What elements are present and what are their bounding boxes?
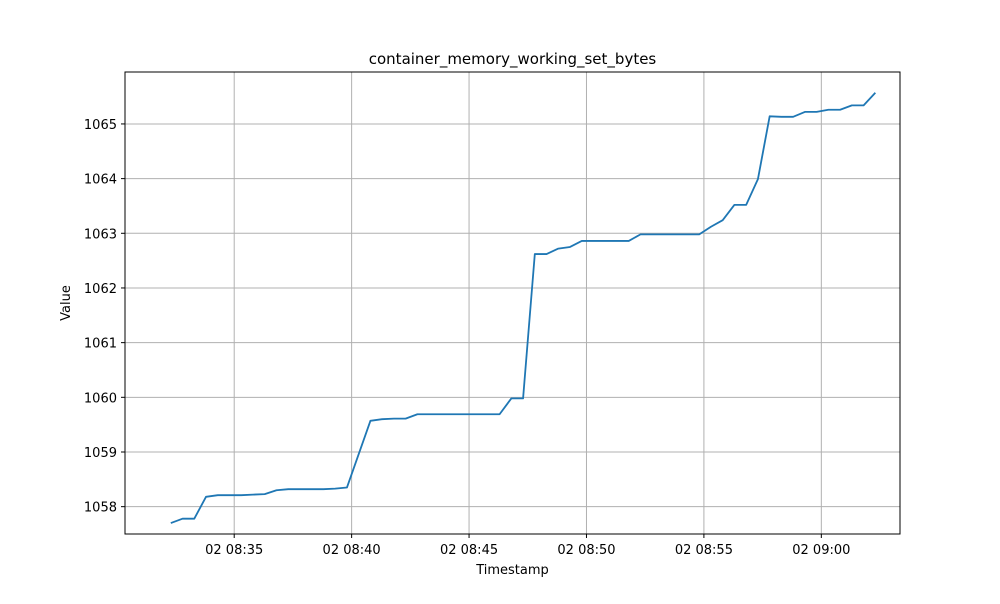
x-tick-label: 02 08:50 [557, 543, 615, 558]
chart-title: container_memory_working_set_bytes [369, 50, 657, 69]
series-layer [170, 92, 876, 524]
y-tick-label: 1059 [84, 446, 117, 461]
y-tick-label: 1062 [84, 282, 117, 297]
x-tick-label: 02 08:45 [440, 543, 498, 558]
y-axis-label: Value [59, 285, 74, 321]
y-tick-label: 1064 [84, 173, 117, 188]
grid [125, 72, 900, 534]
x-axis-label: Timestamp [475, 563, 549, 578]
x-tick-label: 02 08:55 [675, 543, 733, 558]
y-tick-label: 1065 [84, 118, 117, 133]
x-axis: 02 08:35 02 08:40 02 08:45 02 08:50 02 08:55… [205, 534, 850, 558]
x-tick-label: 02 09:00 [792, 543, 850, 558]
x-tick-label: 02 08:35 [205, 543, 263, 558]
x-tick-label: 02 08:40 [323, 543, 381, 558]
series-line [170, 92, 876, 524]
plot-frame [124, 71, 901, 535]
y-tick-label: 1060 [84, 391, 117, 406]
y-tick-label: 1063 [84, 227, 117, 242]
y-tick-label: 1061 [84, 337, 117, 352]
y-tick-label: 1058 [84, 501, 117, 516]
y-axis: 1058 1059 1060 1061 1062 1063 1064 1065 [84, 118, 125, 516]
